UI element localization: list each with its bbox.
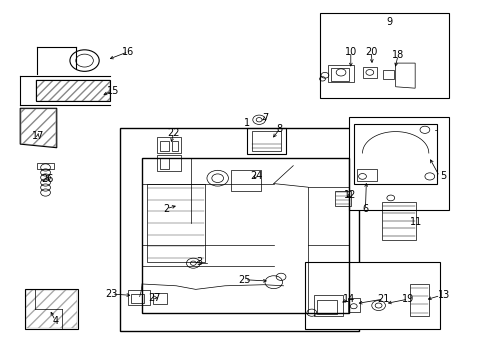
Text: 13: 13	[437, 291, 449, 301]
Bar	[251, 131, 281, 151]
Text: 20: 20	[365, 46, 377, 57]
Bar	[120, 128, 358, 330]
Bar	[230, 170, 261, 192]
Bar	[131, 294, 143, 303]
Bar	[128, 291, 150, 305]
Text: 9: 9	[386, 17, 392, 27]
Bar	[347, 298, 359, 312]
Text: 17: 17	[32, 131, 44, 141]
Bar	[362, 67, 376, 78]
Text: 26: 26	[41, 174, 54, 184]
Bar	[172, 140, 178, 151]
Text: 18: 18	[391, 50, 404, 60]
Bar	[246, 129, 285, 154]
Bar	[317, 300, 336, 314]
Bar	[159, 158, 169, 169]
Bar	[382, 70, 393, 79]
Text: 12: 12	[343, 190, 355, 200]
Bar	[314, 296, 342, 316]
Text: 19: 19	[402, 294, 414, 304]
Text: 25: 25	[238, 275, 250, 285]
Bar	[305, 262, 439, 329]
Bar	[330, 68, 348, 81]
Text: 4: 4	[52, 316, 58, 325]
Text: 16: 16	[122, 46, 134, 57]
Bar	[157, 155, 181, 171]
Text: 10: 10	[344, 46, 356, 57]
Text: 14: 14	[342, 294, 354, 304]
Text: 23: 23	[105, 289, 118, 299]
Text: 6: 6	[362, 204, 368, 215]
Text: 24: 24	[249, 171, 262, 181]
Text: 27: 27	[148, 293, 161, 303]
Text: 22: 22	[167, 128, 180, 138]
Bar	[348, 117, 448, 211]
Text: 15: 15	[106, 86, 119, 96]
Bar	[334, 191, 350, 206]
Bar	[157, 137, 181, 153]
Bar	[153, 293, 167, 304]
Text: 1: 1	[244, 118, 249, 128]
Bar	[328, 65, 353, 82]
Text: 2: 2	[163, 204, 169, 214]
Text: 3: 3	[196, 257, 203, 267]
Text: 21: 21	[377, 294, 389, 304]
Text: 8: 8	[276, 124, 282, 134]
Bar	[356, 168, 376, 181]
Bar	[320, 13, 448, 98]
Text: 5: 5	[439, 171, 445, 181]
Text: 11: 11	[409, 217, 422, 227]
Bar	[159, 140, 169, 151]
Text: 7: 7	[261, 113, 267, 123]
